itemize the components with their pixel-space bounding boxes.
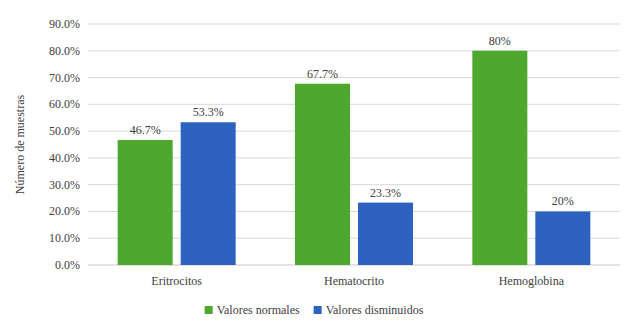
y-tick-label: 10.0% <box>49 231 80 245</box>
y-tick-label: 20.0% <box>49 204 80 218</box>
data-label: 53.3% <box>193 105 224 119</box>
y-tick-label: 0.0% <box>55 258 80 272</box>
bar <box>181 122 236 265</box>
y-tick-label: 80.0% <box>49 44 80 58</box>
y-tick-label: 30.0% <box>49 178 80 192</box>
y-tick-label: 50.0% <box>49 124 80 138</box>
legend-swatch <box>205 306 213 314</box>
bar <box>295 84 350 265</box>
data-label: 80% <box>489 34 511 48</box>
legend-label: Valores disminuidos <box>326 303 424 317</box>
legend-swatch <box>314 306 322 314</box>
legend: Valores normales Valores disminuidos <box>205 303 424 317</box>
x-tick-label: Hemoglobina <box>499 274 565 288</box>
y-axis-label: Número de muestras <box>13 95 27 195</box>
grid-line <box>88 50 620 51</box>
data-label: 67.7% <box>307 67 338 81</box>
grid-line <box>88 77 620 78</box>
y-tick-label: 40.0% <box>49 151 80 165</box>
bars <box>118 51 591 265</box>
data-labels: 46.7% 53.3% 67.7% 23.3% 80% 20% <box>130 34 574 209</box>
data-label: 20% <box>552 194 574 208</box>
bar <box>358 203 413 265</box>
x-tick-label: Eritrocitos <box>151 274 202 288</box>
data-label: 23.3% <box>370 186 401 200</box>
bar <box>535 211 590 265</box>
legend-label: Valores normales <box>217 303 300 317</box>
bar <box>118 140 173 265</box>
grid-line <box>88 24 620 25</box>
y-tick-label: 90.0% <box>49 17 80 31</box>
y-tick-label: 70.0% <box>49 71 80 85</box>
bar <box>472 51 527 265</box>
x-tick-label: Hematocrito <box>324 274 384 288</box>
y-tick-label: 60.0% <box>49 97 80 111</box>
grid-line <box>88 104 620 105</box>
grid-line <box>88 131 620 132</box>
data-label: 46.7% <box>130 123 161 137</box>
chart: 0.0% 10.0% 20.0% 30.0% 40.0% 50.0% 60.0% 70.0% 8… <box>0 0 628 327</box>
